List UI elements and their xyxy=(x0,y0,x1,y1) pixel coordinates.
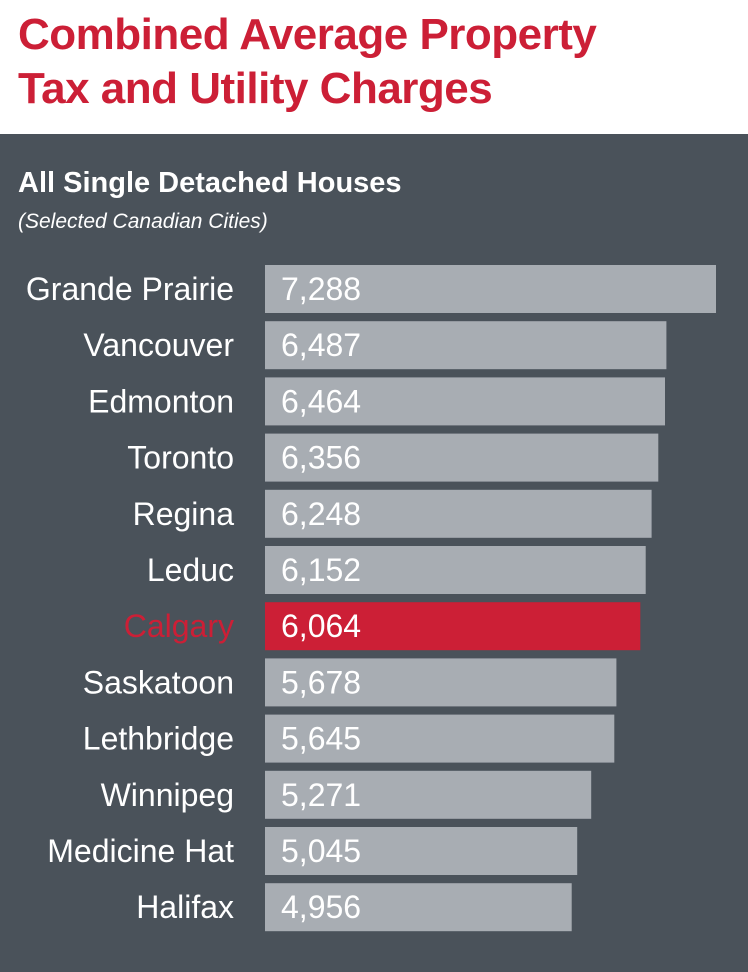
bar-halifax xyxy=(265,883,572,932)
category-label-toronto: Toronto xyxy=(127,440,234,476)
value-label-toronto: 6,356 xyxy=(281,440,361,476)
bars-group: Grande Prairie 7,288 Vancouver 6,487 Edmonto… xyxy=(26,265,716,932)
value-label-calgary: 6,064 xyxy=(281,608,361,644)
value-label-leduc: 6,152 xyxy=(281,552,361,588)
value-label-halifax: 4,956 xyxy=(281,889,361,925)
category-label-vancouver: Vancouver xyxy=(83,327,234,363)
title-area: Combined Average Property Tax and Utilit… xyxy=(0,0,748,134)
category-label-winnipeg: Winnipeg xyxy=(101,777,234,813)
category-label-medicine-hat: Medicine Hat xyxy=(47,833,234,869)
bar-saskatoon xyxy=(265,658,617,707)
bar-toronto xyxy=(265,433,659,482)
value-label-grande-prairie: 7,288 xyxy=(281,271,361,307)
bar-medicine-hat xyxy=(265,827,578,875)
bar-lethbridge xyxy=(265,714,615,763)
category-label-leduc: Leduc xyxy=(147,552,234,588)
chart-subtitle-note: (Selected Canadian Cities) xyxy=(18,210,268,233)
chart-subtitle-heading: All Single Detached Houses xyxy=(18,167,402,199)
category-label-halifax: Halifax xyxy=(136,889,234,925)
bar-grande-prairie xyxy=(265,265,716,313)
bar-edmonton xyxy=(265,377,665,426)
category-label-calgary: Calgary xyxy=(124,608,234,644)
category-label-edmonton: Edmonton xyxy=(88,383,234,419)
bar-calgary xyxy=(265,602,641,651)
category-label-regina: Regina xyxy=(133,496,235,532)
value-label-regina: 6,248 xyxy=(281,496,361,532)
value-label-vancouver: 6,487 xyxy=(281,327,361,363)
value-label-medicine-hat: 5,045 xyxy=(281,833,361,869)
chart-panel: All Single Detached Houses (Selected Can… xyxy=(0,134,748,972)
value-label-winnipeg: 5,271 xyxy=(281,777,361,813)
chart-title-line-1: Combined Average Property xyxy=(18,10,597,59)
bar-winnipeg xyxy=(265,770,592,819)
category-label-lethbridge: Lethbridge xyxy=(83,721,234,757)
bar-regina xyxy=(265,489,652,538)
category-label-saskatoon: Saskatoon xyxy=(83,664,234,700)
bar-chart: All Single Detached Houses (Selected Can… xyxy=(0,134,748,972)
bar-leduc xyxy=(265,546,646,594)
chart-title-line-2: Tax and Utility Charges xyxy=(18,64,493,113)
bar-vancouver xyxy=(265,321,667,370)
value-label-saskatoon: 5,678 xyxy=(281,664,361,700)
category-label-grande-prairie: Grande Prairie xyxy=(26,271,234,307)
value-label-lethbridge: 5,645 xyxy=(281,721,361,757)
value-label-edmonton: 6,464 xyxy=(281,383,361,419)
